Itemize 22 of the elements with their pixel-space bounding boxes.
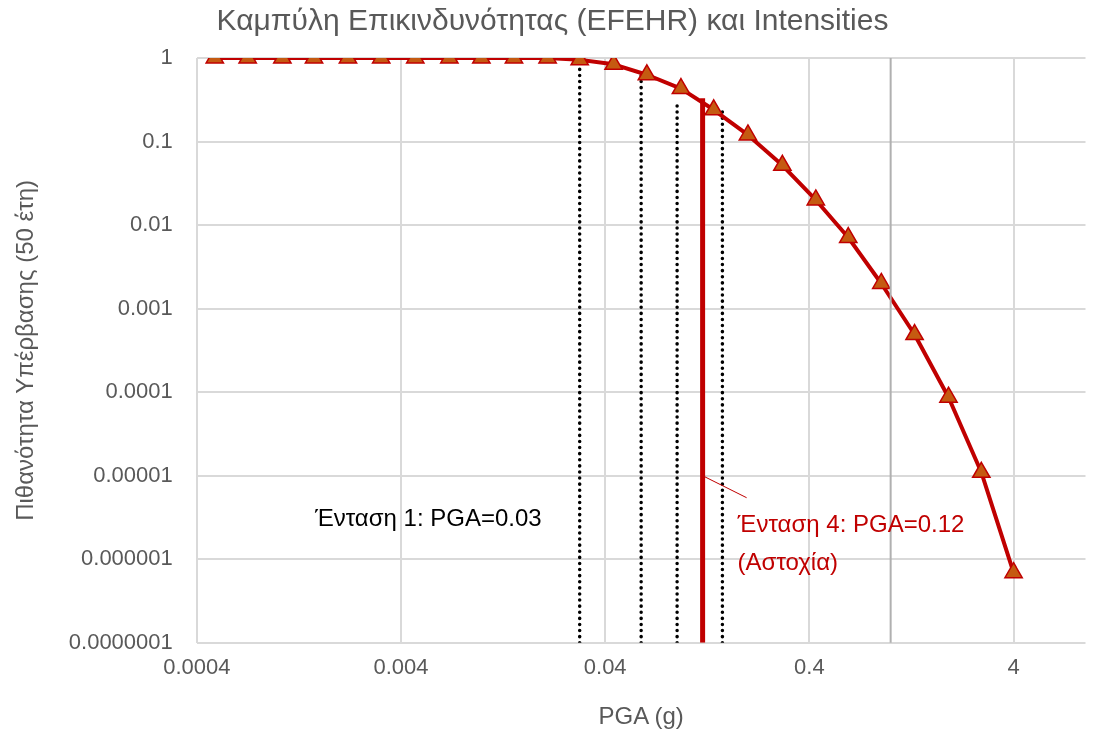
point [971, 461, 991, 479]
y-tick-label: 0.1 [142, 127, 173, 153]
annotation: Ένταση 4: PGA=0.12 (Αστοχία) [736, 510, 965, 576]
annotation: Ένταση 1: PGA=0.03 [313, 504, 542, 532]
y-tick-label: 0.01 [129, 211, 173, 237]
y-tick-label: 0.000001 [81, 545, 173, 571]
x-tick-label: 0.04 [583, 654, 627, 680]
y-tick-label: 0.001 [117, 294, 173, 320]
x-tick-label: 0.0004 [163, 654, 231, 680]
y-axis-title: Πιθανότητα Υπέρβασης (50 έτη) [11, 179, 39, 521]
y-tick-label: 1 [160, 44, 173, 70]
x-tick-label: 0.004 [373, 654, 429, 680]
chart-title: Καμπύλη Επικινδυνότητας (EFEHR) και Intensities [216, 3, 889, 37]
point [871, 272, 891, 290]
y-tick-label: 0.00001 [93, 461, 173, 487]
y-tick-label: 0.0000001 [68, 628, 173, 654]
x-axis-title: PGA (g) [598, 702, 684, 730]
x-tick-label: 4 [1007, 654, 1020, 680]
y-tick-label: 0.0001 [105, 378, 173, 404]
point [905, 323, 924, 341]
point [939, 386, 958, 403]
x-tick-label: 0.4 [794, 654, 825, 680]
